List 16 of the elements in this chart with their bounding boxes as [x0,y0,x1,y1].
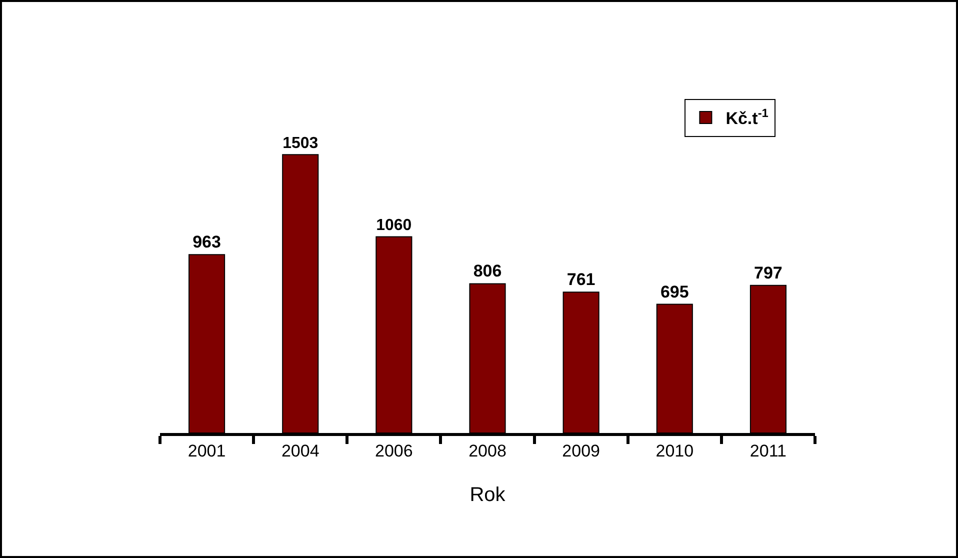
x-tick-label: 2011 [750,441,786,460]
data-label: 963 [192,232,221,252]
x-tick-label: 2010 [656,441,694,460]
data-label: 806 [473,262,502,281]
x-tick-label: 2008 [468,441,506,460]
x-tick-label: 2009 [562,441,600,460]
data-label: 761 [566,270,596,290]
data-label: 695 [660,282,689,302]
data-label: 1503 [282,134,318,152]
data-label: 797 [754,263,782,282]
x-axis-title: Rok [470,484,506,506]
x-tick-label: 2006 [375,441,413,460]
legend-label: Kč.t$^{-1}$ [726,106,769,128]
data-label: 1060 [376,216,412,234]
x-tick-label: 2001 [188,441,226,460]
x-tick-label: 2004 [281,441,320,460]
